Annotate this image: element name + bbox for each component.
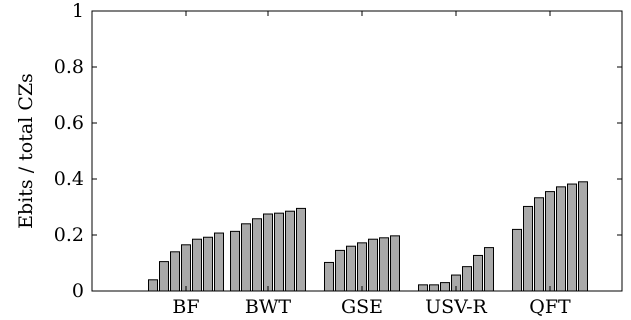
y-tick-label: 0.6	[54, 112, 84, 134]
bar-gse-4	[357, 242, 367, 292]
bar-gse-6	[379, 237, 389, 292]
bar-usv-r-3	[440, 282, 450, 292]
y-axis-label: Ebits / total CZs	[15, 73, 37, 229]
bar-bf-6	[203, 236, 213, 292]
bar-bf-4	[181, 244, 191, 292]
bar-gse-5	[368, 238, 378, 292]
bar-qft-1	[512, 228, 522, 292]
y-axis-ticks: 0 0.2 0.4 0.6 0.8 1	[54, 0, 622, 302]
y-tick-label: 1	[72, 0, 84, 22]
x-category-label: BF	[172, 296, 199, 318]
x-category-label: GSE	[341, 296, 383, 318]
x-axis-category-labels: BF BWT GSE USV-R QFT	[172, 11, 571, 318]
bar-bwt-7	[296, 207, 306, 292]
bar-bf-7	[214, 232, 224, 292]
bar-qft-7	[578, 181, 588, 292]
bar-bf-1	[148, 279, 158, 292]
bar-usv-r-1	[418, 284, 428, 292]
bar-qft-4	[545, 191, 555, 292]
bar-bwt-4	[263, 213, 273, 292]
bar-qft-3	[534, 197, 544, 292]
bar-usv-r-7	[484, 247, 494, 292]
y-tick-label: 0.2	[54, 224, 84, 246]
bar-bf-2	[159, 261, 169, 292]
bar-gse-1	[324, 261, 334, 292]
y-tick-label: 0	[72, 280, 84, 302]
bar-usv-r-6	[473, 254, 483, 292]
bar-gse-3	[346, 245, 356, 292]
plot-frame	[91, 10, 623, 292]
y-tick-label: 0.4	[54, 168, 84, 190]
y-tick-label: 0.8	[54, 56, 84, 78]
bar-gse-2	[335, 249, 345, 292]
bar-qft-6	[567, 183, 577, 292]
bar-usv-r-2	[429, 284, 439, 292]
bar-usv-r-5	[462, 266, 472, 292]
bar-bf-5	[192, 238, 202, 292]
bar-series	[148, 181, 588, 292]
bar-qft-5	[556, 186, 566, 292]
bar-bwt-3	[252, 218, 262, 292]
bar-bf-3	[170, 251, 180, 292]
bar-bwt-6	[285, 210, 295, 292]
bar-bwt-5	[274, 212, 284, 292]
bar-qft-2	[523, 205, 533, 292]
x-category-label: USV-R	[425, 296, 487, 318]
bar-bwt-1	[230, 230, 240, 292]
bar-gse-7	[390, 235, 400, 292]
x-category-label: BWT	[245, 296, 291, 318]
bar-bwt-2	[241, 223, 251, 292]
x-category-label: QFT	[529, 296, 571, 318]
